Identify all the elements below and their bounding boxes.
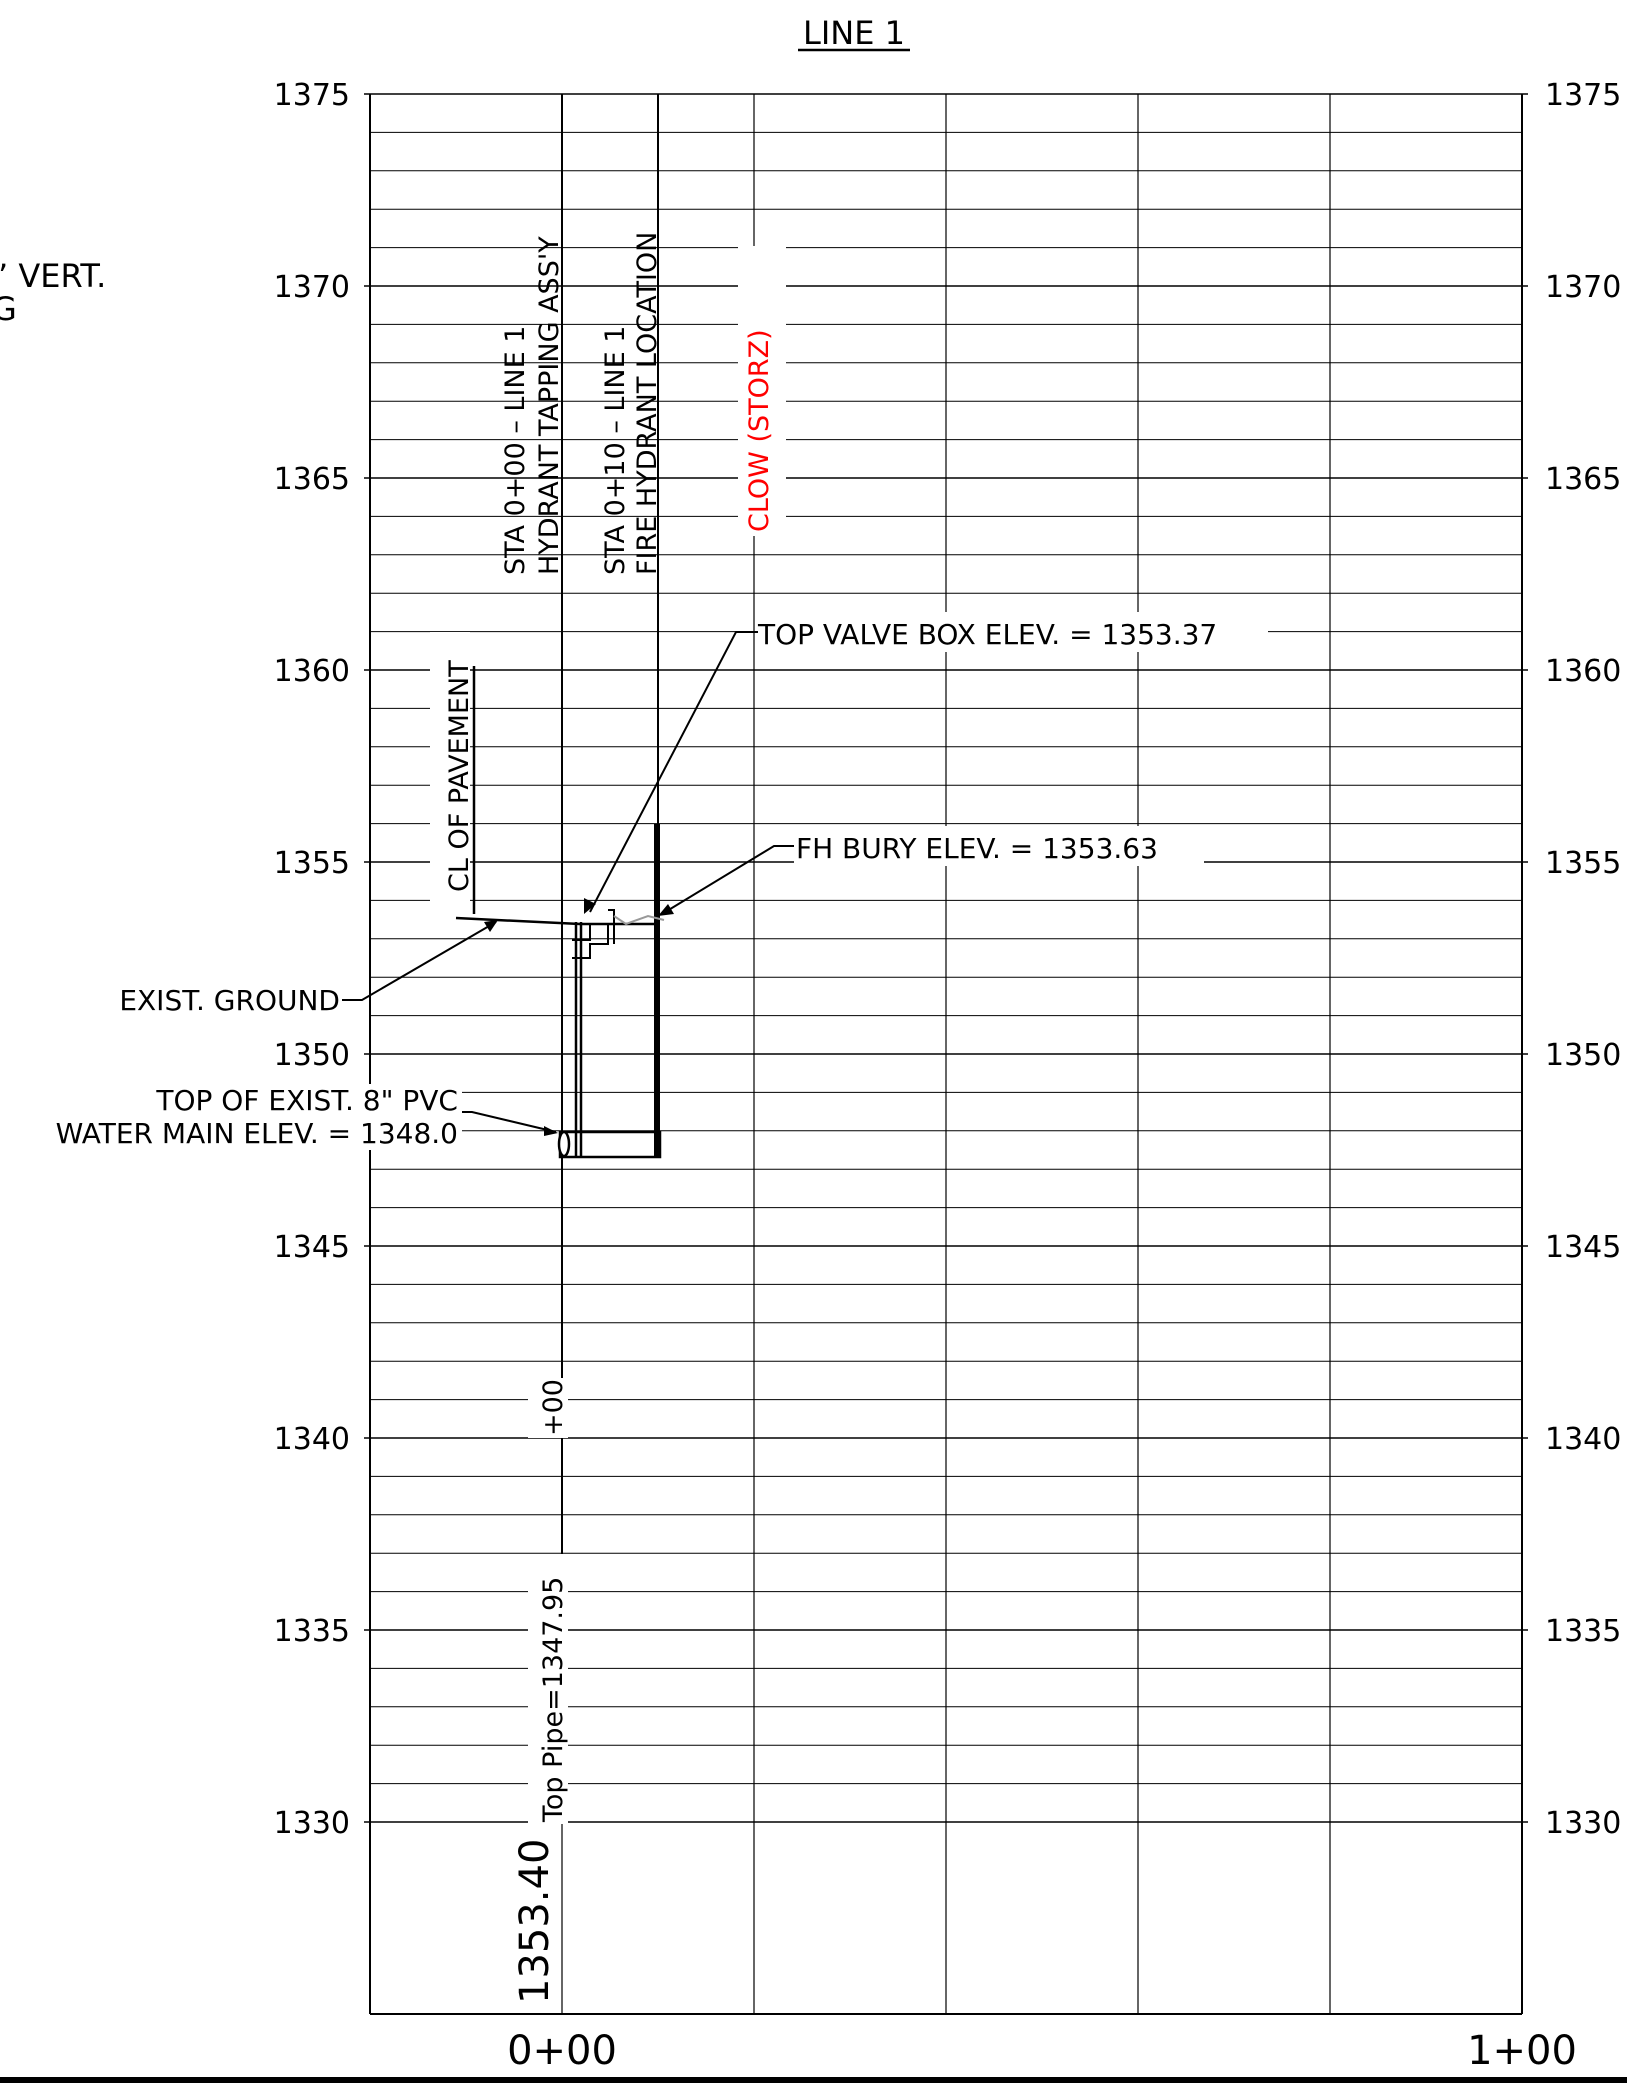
existing-ground-line	[455, 916, 660, 926]
elevation-label-left: 1340	[274, 1422, 350, 1457]
exist-ground-callout: EXIST. GROUND	[119, 984, 340, 1017]
drawing-title: LINE 1	[803, 14, 905, 52]
elevation-label-left: 1350	[274, 1038, 350, 1073]
fh-bury-mask	[794, 826, 1204, 866]
elevation-label-right: 1335	[1545, 1614, 1621, 1649]
pvc-leader	[460, 1111, 557, 1133]
exist-ground-leader	[342, 921, 497, 1001]
elevation-label-right: 1365	[1545, 462, 1621, 497]
elevation-label-left: 1335	[274, 1614, 350, 1649]
scale-note-fragment-2: G	[0, 290, 17, 328]
clow-storz-label: CLOW (STORZ)	[744, 329, 775, 532]
valve-box-callout: TOP VALVE BOX ELEV. = 1353.37	[757, 618, 1217, 651]
station-label-0+00: 0+00	[507, 2028, 617, 2074]
clow-label-mask	[738, 246, 786, 536]
elevation-label-right: 1340	[1545, 1422, 1621, 1457]
elevation-label-right: 1350	[1545, 1038, 1621, 1073]
elevation-label-left: 1365	[274, 462, 350, 497]
top-pipe-label: Top Pipe=1347.95	[538, 1577, 569, 1823]
elevation-label-right: 1355	[1545, 846, 1621, 881]
fire-hydrant	[654, 824, 660, 1158]
tap-assembly-label: HYDRANT TAPPING ASS'Y	[534, 236, 565, 575]
pvc-mask	[0, 1084, 462, 1150]
water-main-pipe	[557, 1130, 662, 1159]
station-plus-label: +00	[538, 1379, 569, 1436]
scale-note-fragment: ’ VERT.	[0, 257, 106, 295]
exist-ground-arrow	[484, 920, 498, 932]
valve-box-mask	[758, 612, 1268, 652]
station-label-1+00: 1+00	[1467, 2028, 1577, 2074]
elevation-label-right: 1370	[1545, 270, 1621, 305]
elevation-axis-left: 1375 1370 1365 1360 1355 1350 1345 1340 1335 1330	[274, 78, 350, 1841]
fh-station-label: STA 0+10 – LINE 1	[600, 326, 631, 575]
fh-bury-callout: FH BURY ELEV. = 1353.63	[796, 832, 1158, 865]
valve-box-leader	[589, 631, 760, 913]
plus00-mask	[528, 1378, 568, 1438]
elevation-label-left: 1345	[274, 1230, 350, 1265]
top-pipe-mask	[528, 1554, 568, 1824]
elevation-label-right: 1375	[1545, 78, 1621, 113]
fh-bury-arrow	[658, 904, 674, 916]
tap-station-label: STA 0+00 – LINE 1	[500, 326, 531, 575]
fh-bury-leader	[661, 845, 796, 915]
elevation-label-left: 1360	[274, 654, 350, 689]
elevation-label-left: 1330	[274, 1806, 350, 1841]
pvc-callout-line1: TOP OF EXIST. 8" PVC	[155, 1084, 458, 1117]
elevation-label-left: 1370	[274, 270, 350, 305]
pavement-label-mask	[430, 632, 470, 902]
pvc-callout-line2: WATER MAIN ELEV. = 1348.0	[56, 1117, 458, 1150]
ground-elev-label: 1353.40	[512, 1839, 558, 2004]
tapping-valve-assembly	[572, 909, 615, 1158]
elevation-label-left: 1355	[274, 846, 350, 881]
elevation-label-right: 1330	[1545, 1806, 1621, 1841]
valve-box-arrow	[584, 898, 596, 914]
cl-pavement-label: CL OF PAVEMENT	[444, 660, 475, 892]
pvc-arrow	[544, 1126, 558, 1136]
elevation-axis-right: 1375 1370 1365 1360 1355 1350 1345 1340 1335 1330	[1545, 78, 1621, 1841]
elevation-label-right: 1360	[1545, 654, 1621, 689]
proposed-grade-line	[613, 914, 665, 926]
elevation-label-right: 1345	[1545, 1230, 1621, 1265]
fh-location-label: FIRE HYDRANT LOCATION	[632, 232, 663, 575]
elevation-label-left: 1375	[274, 78, 350, 113]
